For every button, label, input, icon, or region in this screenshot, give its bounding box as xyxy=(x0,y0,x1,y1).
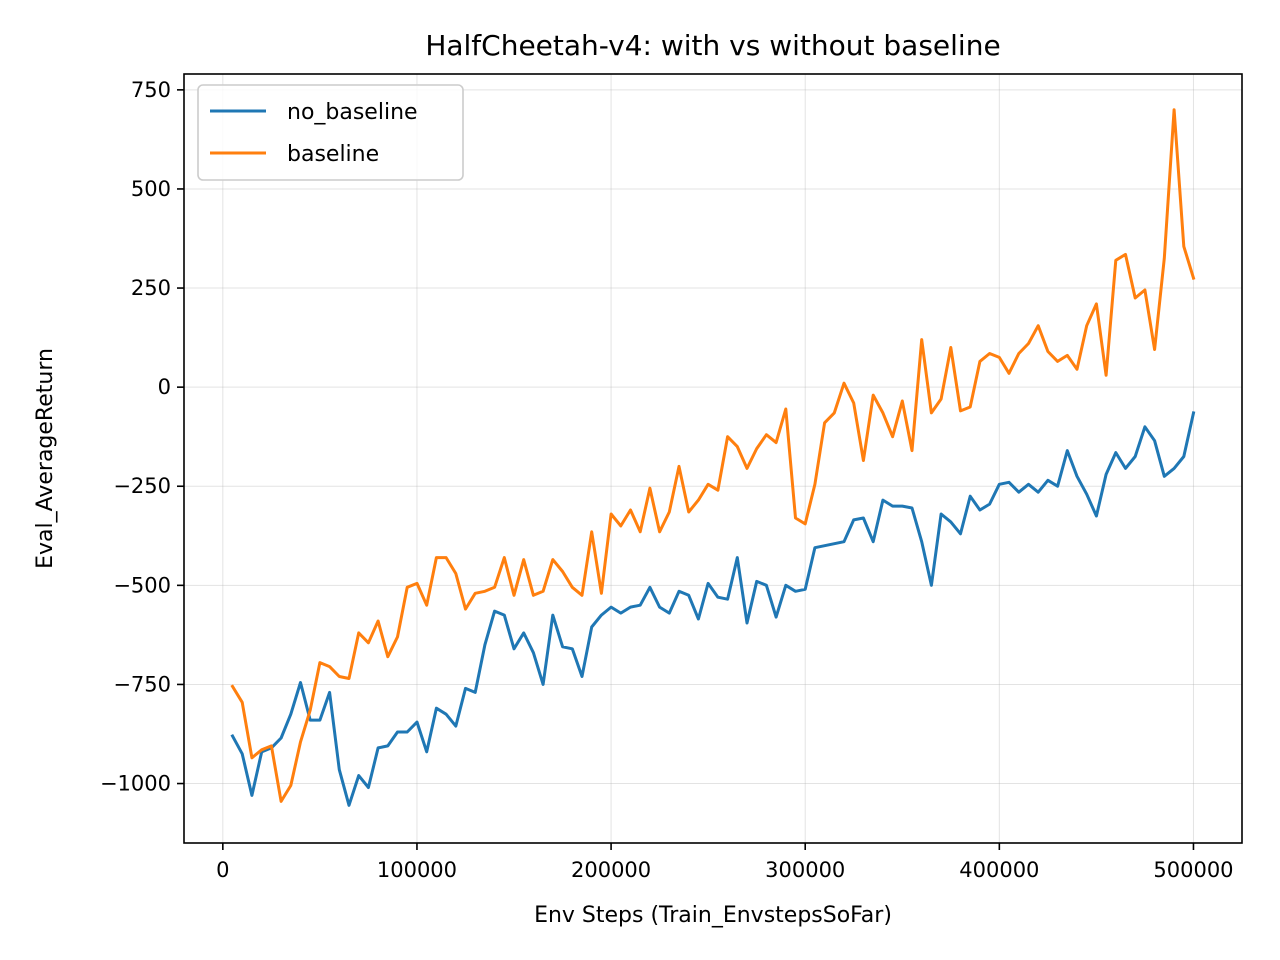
x-tick-label: 300000 xyxy=(765,858,845,882)
plot-frame xyxy=(183,73,1243,844)
x-axis-ticks: 0 100000 200000 300000 400000 500000 xyxy=(216,843,1234,882)
y-tick-label: 0 xyxy=(158,375,171,399)
series-layer xyxy=(230,108,1196,807)
y-tick-label: 750 xyxy=(131,78,171,102)
series-line-no_baseline xyxy=(230,411,1196,807)
y-tick-label: −250 xyxy=(113,474,171,498)
y-axis-label: Eval_AverageReturn xyxy=(33,348,58,569)
y-tick-label: 250 xyxy=(131,276,171,300)
x-tick-label: 100000 xyxy=(377,858,457,882)
chart-title: HalfCheetah-v4: with vs without baseline xyxy=(425,29,1000,62)
y-tick-label: −750 xyxy=(113,672,171,696)
x-axis-label: Env Steps (Train_EnvstepsSoFar) xyxy=(534,903,892,928)
y-tick-label: 500 xyxy=(131,177,171,201)
x-tick-label: 0 xyxy=(216,858,229,882)
x-tick-label: 200000 xyxy=(571,858,651,882)
series-line-baseline xyxy=(230,108,1196,803)
y-tick-label: −1000 xyxy=(100,772,171,796)
legend-box xyxy=(197,84,464,181)
grid xyxy=(184,74,1242,843)
legend-label-baseline: baseline xyxy=(287,142,379,167)
y-tick-label: −500 xyxy=(113,573,171,597)
x-tick-label: 500000 xyxy=(1153,858,1233,882)
legend: no_baseline baseline xyxy=(197,84,464,181)
y-axis-ticks: −1000 −750 −500 −250 0 250 500 750 xyxy=(100,78,184,796)
legend-label-no_baseline: no_baseline xyxy=(287,100,418,125)
x-tick-label: 400000 xyxy=(959,858,1039,882)
